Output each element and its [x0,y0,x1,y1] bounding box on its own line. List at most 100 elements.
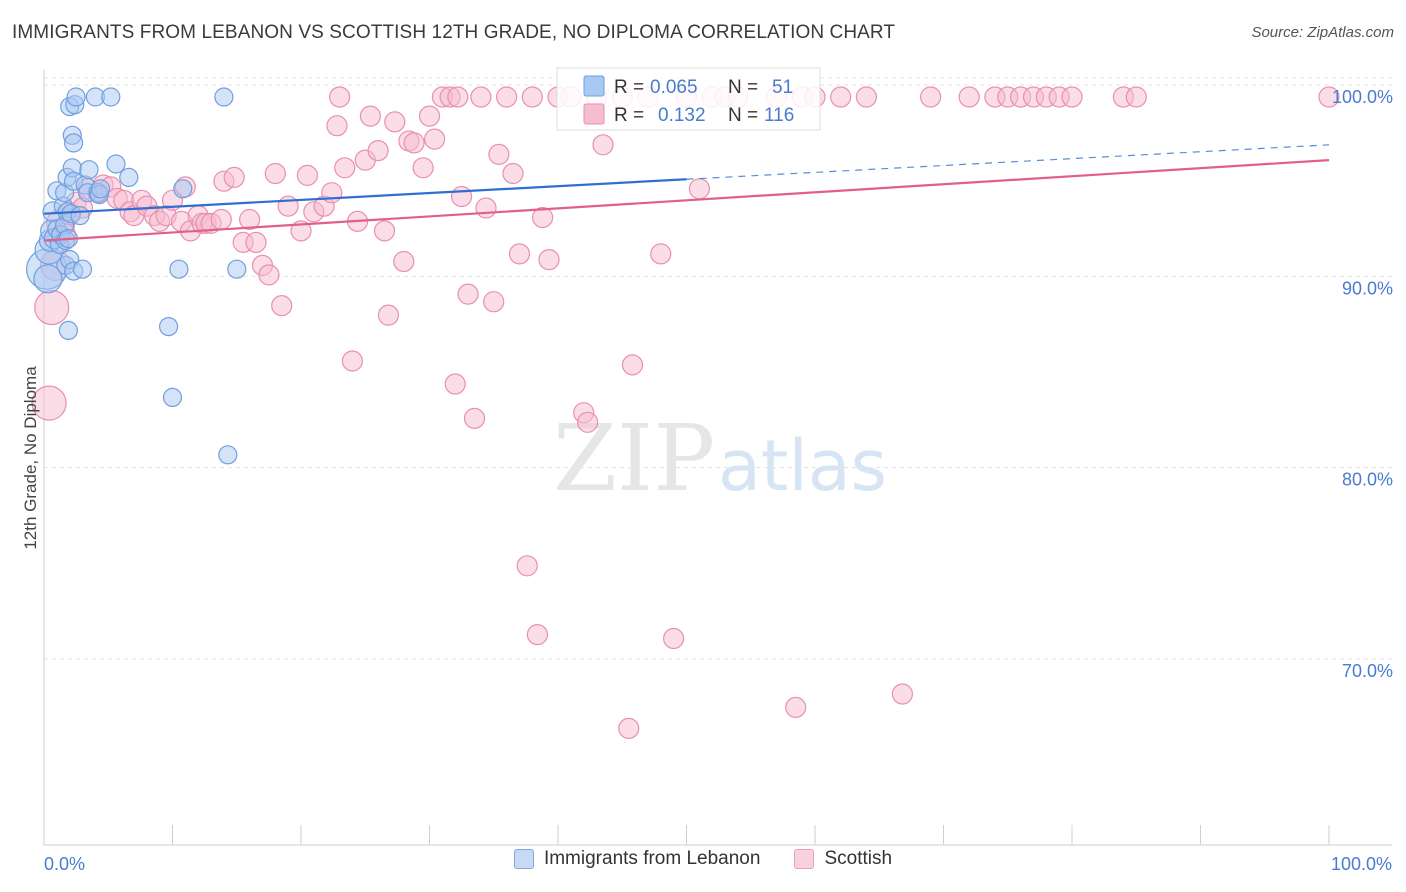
lebanon-point [173,179,193,199]
scottish-point [830,86,852,108]
gridlines [44,77,1392,660]
lebanon-point [159,317,179,337]
y-tick-labels: 100.0% 90.0% 80.0% 70.0% [1332,87,1393,681]
x-tick-marks [172,825,1330,845]
y-tick-label: 70.0% [1342,661,1393,681]
scottish-point [1318,86,1340,108]
scottish-point [538,249,560,271]
scottish-point [457,283,479,305]
legend-r-value-1: 0.065 [650,77,698,98]
scottish-point [958,86,980,108]
lebanon-trend-line [43,178,687,215]
lebanon-point [119,167,139,187]
scottish-point [521,86,543,108]
scottish-point [359,105,381,127]
scottish-point [326,115,348,137]
scottish-point [516,555,538,577]
x-tick-label-min: 0.0% [44,854,85,874]
scottish-point [1125,86,1147,108]
scottish-point [576,411,599,433]
trend-lines [43,144,1330,242]
lebanon-point [101,87,121,107]
scottish-point [592,134,614,156]
scottish-trend-line [43,159,1330,242]
scottish-point [277,195,299,217]
scottish-point [483,291,505,313]
scottish-point [526,623,549,646]
scottish-point [34,289,70,326]
lebanon-point [162,387,183,407]
lebanon-point [63,133,84,153]
scottish-point [334,157,356,179]
legend-label-scottish: Scottish [824,848,893,869]
scottish-point [688,178,711,200]
scottish-point [341,350,363,372]
scottish-point [393,250,415,273]
legend-n-label-2: N = [728,105,758,126]
scottish-point [1061,86,1083,108]
scottish-point [329,86,351,108]
legend-r-value-2: 0.132 [658,105,706,126]
scottish-point [296,164,318,186]
legend-n-label-1: N = [728,77,758,98]
scottish-point [373,220,396,242]
scottish-point [367,140,389,162]
scottish-point [855,86,878,108]
y-tick-label: 100.0% [1332,87,1393,107]
scottish-point [447,86,469,108]
scottish-point [31,385,67,421]
scottish-point [258,264,280,286]
scottish-point [271,295,293,317]
scottish-point [245,231,267,253]
legend-swatch-lebanon [583,75,605,97]
watermark: ZIP atlas [553,405,887,512]
lebanon-point [106,154,126,174]
legend-item-scottish[interactable]: Scottish [794,848,892,870]
scottish-point [377,304,399,326]
watermark-atlas: atlas [718,425,887,507]
lebanon-point [214,87,234,107]
legend-swatch-icon-scottish [794,849,815,869]
scottish-point [470,86,492,108]
scottish-point [403,132,425,154]
scottish-point [650,243,672,265]
scottish-point [508,243,531,265]
lebanon-point [33,264,63,294]
lebanon-point [227,259,247,279]
scottish-point [891,683,914,705]
legend-r-label-1: R = [614,77,644,98]
scottish-point [210,208,232,231]
scottish-point [618,717,640,740]
legend-box: R = 0.065 N = 51 R = 0.132 N = 116 [556,67,821,131]
legend-item-lebanon[interactable]: Immigrants from Lebanon [513,848,761,870]
scottish-point [621,354,644,376]
scottish-point [502,162,524,185]
legend-n-value-1: 51 [772,77,793,98]
lebanon-point [72,259,93,279]
lebanon-point [79,160,99,180]
legend-r-label-2: R = [614,105,644,126]
y-axis-label: 12th Grade, No Diploma [21,366,40,550]
x-tick-label-max: 100.0% [1331,854,1392,874]
y-tick-label: 80.0% [1342,470,1393,490]
scottish-point [919,86,942,108]
scottish-point [451,185,473,208]
legend-swatch-scottish [583,103,605,125]
scottish-point [662,627,685,650]
lebanon-point [218,445,238,465]
source-credit: Source: ZipAtlas.com [1251,24,1394,41]
scottish-point [496,86,518,108]
scottish-point [239,208,261,231]
scottish-point [424,128,446,150]
scottish-point [785,696,807,719]
legend-n-value-2: 116 [764,105,794,126]
legend-label-lebanon: Immigrants from Lebanon [543,848,761,869]
y-tick-label: 90.0% [1342,278,1393,298]
lebanon-point [66,87,86,107]
scottish-point [418,105,441,127]
legend-swatch-icon-lebanon [513,849,534,869]
lebanon-trend-extension [686,144,1330,180]
scottish-point [488,143,510,165]
scottish-point [475,197,497,219]
